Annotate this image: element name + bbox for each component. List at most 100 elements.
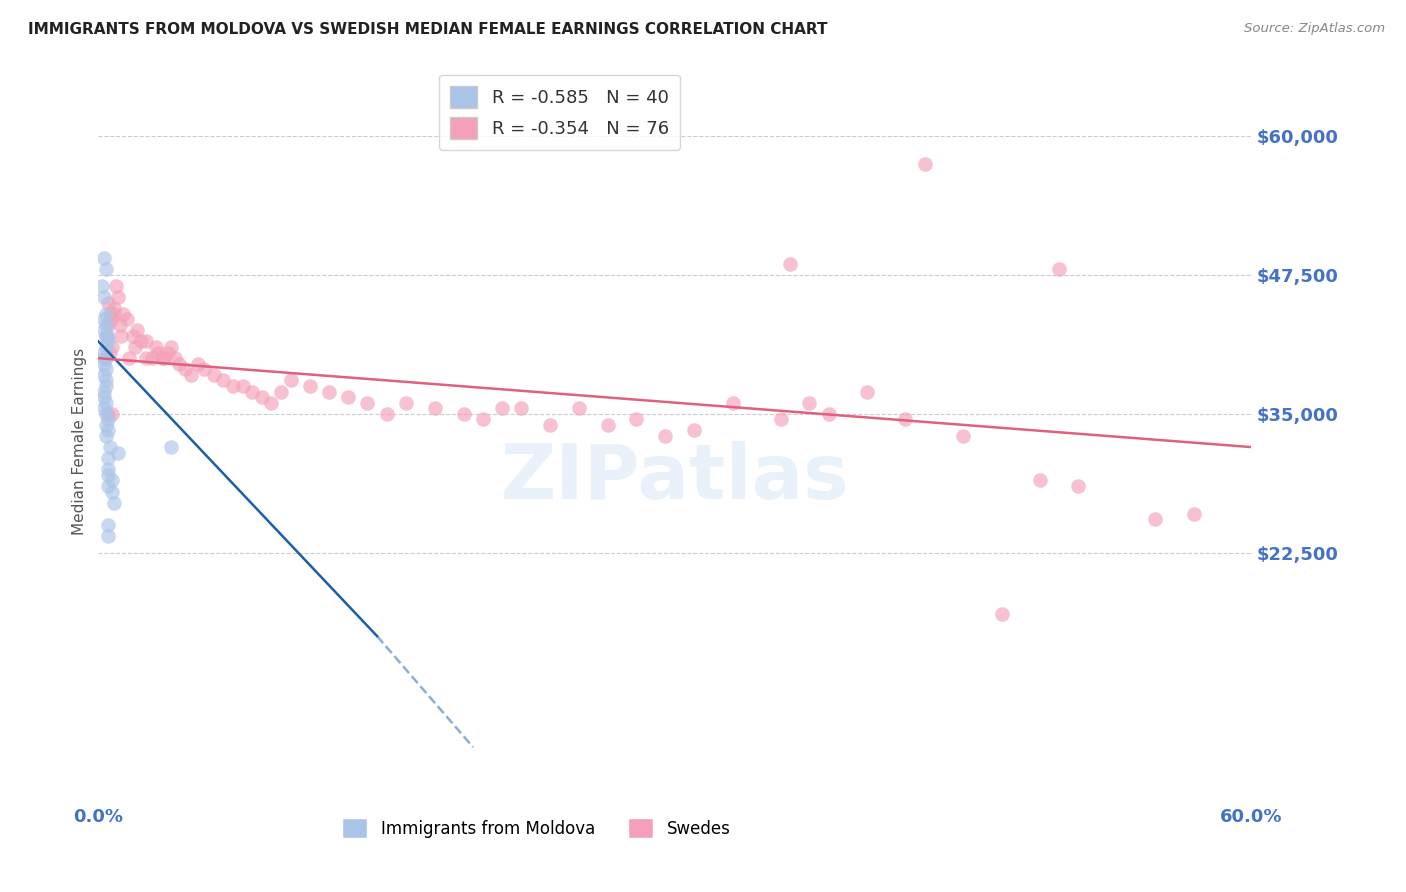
Point bbox=[97, 529, 120, 543]
Point bbox=[491, 401, 513, 416]
Point bbox=[93, 390, 115, 404]
Point bbox=[107, 445, 129, 459]
Point bbox=[510, 401, 533, 416]
Point bbox=[97, 451, 120, 466]
Point bbox=[146, 345, 169, 359]
Point bbox=[101, 340, 124, 354]
Point bbox=[93, 290, 115, 304]
Point bbox=[101, 484, 124, 499]
Point bbox=[104, 279, 127, 293]
Point bbox=[93, 357, 115, 371]
Point bbox=[240, 384, 263, 399]
Point bbox=[94, 373, 117, 387]
Point bbox=[125, 323, 148, 337]
Text: IMMIGRANTS FROM MOLDOVA VS SWEDISH MEDIAN FEMALE EARNINGS CORRELATION CHART: IMMIGRANTS FROM MOLDOVA VS SWEDISH MEDIA… bbox=[28, 22, 828, 37]
Point bbox=[93, 251, 115, 265]
Point bbox=[97, 462, 120, 476]
Point bbox=[193, 362, 215, 376]
Point bbox=[93, 368, 115, 382]
Point bbox=[97, 467, 120, 482]
Point bbox=[990, 607, 1012, 621]
Point bbox=[94, 307, 117, 321]
Point bbox=[356, 395, 378, 409]
Point bbox=[135, 351, 157, 366]
Point bbox=[93, 401, 115, 416]
Point bbox=[94, 329, 117, 343]
Point bbox=[280, 373, 302, 387]
Point bbox=[568, 401, 591, 416]
Point bbox=[779, 257, 801, 271]
Point bbox=[94, 318, 117, 332]
Point bbox=[98, 440, 121, 454]
Point bbox=[97, 329, 120, 343]
Point bbox=[626, 412, 648, 426]
Point bbox=[107, 290, 129, 304]
Point bbox=[122, 329, 145, 343]
Point bbox=[97, 318, 120, 332]
Point bbox=[94, 429, 117, 443]
Point bbox=[538, 417, 561, 432]
Point bbox=[187, 357, 209, 371]
Point bbox=[103, 496, 125, 510]
Point bbox=[103, 307, 125, 321]
Point bbox=[93, 351, 115, 366]
Point bbox=[110, 329, 132, 343]
Point bbox=[94, 379, 117, 393]
Point bbox=[94, 362, 117, 376]
Point bbox=[112, 307, 135, 321]
Point bbox=[1029, 474, 1052, 488]
Point bbox=[894, 412, 917, 426]
Point bbox=[91, 279, 114, 293]
Point bbox=[596, 417, 619, 432]
Point bbox=[93, 345, 115, 359]
Point bbox=[952, 429, 974, 443]
Point bbox=[97, 479, 120, 493]
Point bbox=[1144, 512, 1167, 526]
Point bbox=[160, 340, 183, 354]
Point bbox=[94, 395, 117, 409]
Point bbox=[124, 340, 146, 354]
Point bbox=[165, 351, 187, 366]
Point bbox=[101, 312, 124, 326]
Point bbox=[212, 373, 235, 387]
Legend: Immigrants from Moldova, Swedes: Immigrants from Moldova, Swedes bbox=[336, 812, 737, 845]
Point bbox=[174, 362, 197, 376]
Point bbox=[231, 379, 254, 393]
Point bbox=[654, 429, 676, 443]
Point bbox=[141, 351, 163, 366]
Point bbox=[97, 295, 120, 310]
Point bbox=[683, 424, 706, 438]
Point bbox=[250, 390, 273, 404]
Point bbox=[769, 412, 792, 426]
Point bbox=[97, 424, 120, 438]
Point bbox=[318, 384, 340, 399]
Point bbox=[152, 351, 174, 366]
Point bbox=[101, 407, 124, 421]
Point bbox=[471, 412, 494, 426]
Point bbox=[108, 318, 131, 332]
Point bbox=[1047, 262, 1070, 277]
Text: ZIPatlas: ZIPatlas bbox=[501, 441, 849, 515]
Point bbox=[1067, 479, 1090, 493]
Point bbox=[167, 357, 190, 371]
Point bbox=[98, 345, 121, 359]
Point bbox=[1182, 507, 1205, 521]
Point bbox=[97, 334, 120, 349]
Point bbox=[98, 307, 121, 321]
Point bbox=[118, 351, 141, 366]
Point bbox=[94, 329, 117, 343]
Point bbox=[260, 395, 283, 409]
Point bbox=[270, 384, 292, 399]
Point bbox=[129, 334, 152, 349]
Point bbox=[180, 368, 202, 382]
Point bbox=[97, 412, 120, 426]
Point bbox=[93, 384, 115, 399]
Point bbox=[93, 312, 115, 326]
Point bbox=[298, 379, 321, 393]
Point bbox=[202, 368, 225, 382]
Point bbox=[135, 334, 157, 349]
Point bbox=[94, 262, 117, 277]
Point bbox=[337, 390, 360, 404]
Point bbox=[817, 407, 839, 421]
Point bbox=[150, 351, 173, 366]
